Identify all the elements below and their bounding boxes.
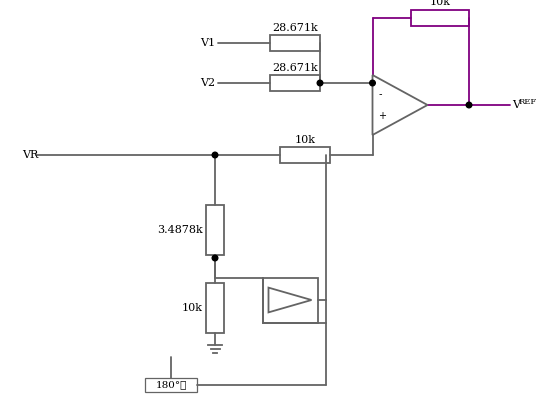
- Circle shape: [466, 102, 472, 108]
- Circle shape: [212, 255, 218, 261]
- Text: REF: REF: [519, 98, 537, 106]
- Bar: [270, 35, 320, 51]
- Text: V2: V2: [200, 78, 215, 88]
- Text: 3.4878k: 3.4878k: [157, 225, 203, 235]
- Text: 10k: 10k: [429, 0, 450, 7]
- Circle shape: [370, 80, 375, 86]
- Polygon shape: [268, 288, 311, 312]
- Text: 10k: 10k: [295, 135, 316, 145]
- Text: V1: V1: [200, 38, 215, 48]
- Bar: [270, 75, 320, 91]
- Text: 180°位: 180°位: [155, 380, 187, 390]
- Bar: [145, 378, 197, 392]
- Circle shape: [317, 80, 323, 86]
- Polygon shape: [373, 75, 427, 135]
- Bar: [411, 10, 469, 26]
- Text: 28.671k: 28.671k: [272, 63, 318, 73]
- Text: +: +: [379, 111, 386, 121]
- Text: VR: VR: [22, 150, 38, 160]
- Text: 10k: 10k: [182, 303, 203, 313]
- Text: -: -: [379, 89, 382, 99]
- Bar: [263, 278, 317, 322]
- Bar: [206, 283, 224, 333]
- Bar: [206, 205, 224, 255]
- Circle shape: [212, 152, 218, 158]
- Text: V: V: [512, 100, 520, 110]
- Bar: [280, 147, 330, 163]
- Text: 28.671k: 28.671k: [272, 23, 318, 33]
